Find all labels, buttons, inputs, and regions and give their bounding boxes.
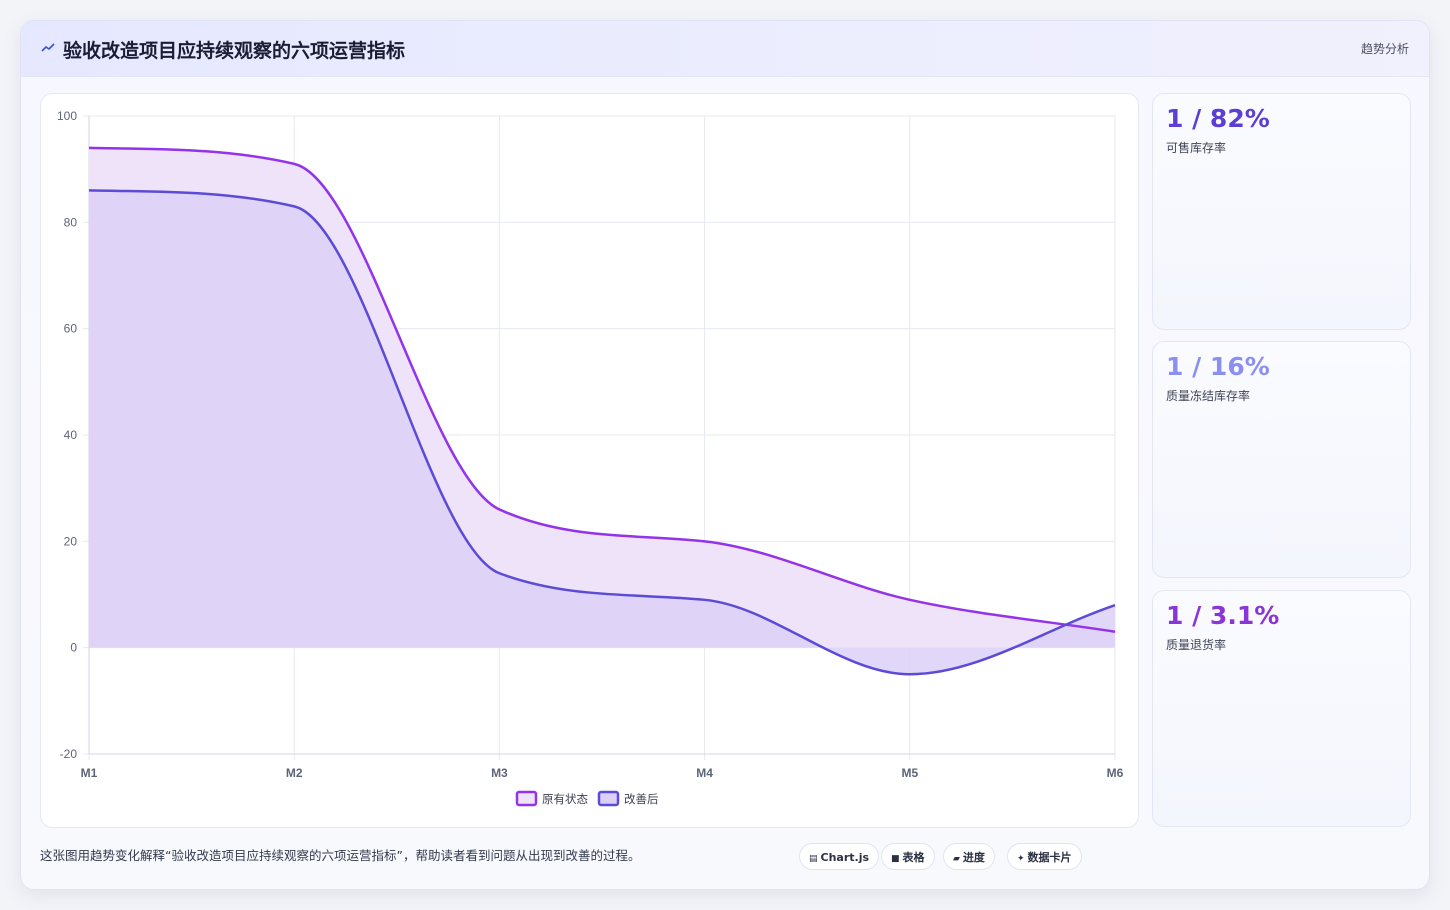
- x-tick-label: M6: [1107, 766, 1124, 780]
- y-tick-label: 0: [70, 641, 77, 655]
- y-axis-ticks: -20 0 20 40 60 80 100: [57, 109, 77, 761]
- x-tick-label: M3: [491, 766, 508, 780]
- pill-label: Chart.js: [820, 851, 870, 864]
- trend-analysis-tag: 趋势分析: [1360, 42, 1409, 56]
- progress-pill[interactable]: ▰ 进度: [943, 843, 995, 870]
- table-pill[interactable]: ■ 表格: [881, 843, 935, 870]
- x-tick-label: M2: [286, 766, 303, 780]
- chart-areas: [89, 147, 1115, 675]
- legend-label: 改善后: [624, 792, 659, 806]
- chart-panel: -20 0 20 40 60 80 100 M1 M2 M3 M4 M5 M6 原有状态 改善后: [40, 93, 1139, 828]
- x-tick-label: M1: [81, 766, 98, 780]
- stat-label: 质量退货率: [1166, 638, 1227, 652]
- series-after-improvement-line: [88, 189, 1116, 676]
- legend-swatch: [515, 790, 538, 807]
- y-tick-label: 80: [64, 215, 78, 229]
- stat-label: 可售库存率: [1166, 141, 1227, 155]
- legend-swatch: [597, 790, 620, 807]
- dashboard-card: 验收改造项目应持续观察的六项运营指标 趋势分析 -20 0 20 40 60 80 100 …: [20, 20, 1430, 890]
- card-header: 验收改造项目应持续观察的六项运营指标 趋势分析: [21, 21, 1429, 77]
- page-title: 验收改造项目应持续观察的六项运营指标: [63, 40, 406, 62]
- y-tick-label: -20: [60, 747, 78, 761]
- y-tick-label: 60: [64, 322, 78, 336]
- x-axis-ticks: M1 M2 M3 M4 M5 M6: [81, 766, 1124, 780]
- chart-legend[interactable]: 原有状态 改善后: [515, 790, 659, 807]
- series-after-improvement-area: [89, 190, 1115, 675]
- table-icon: ■: [891, 854, 900, 864]
- data-card-pill[interactable]: ✦ 数据卡片: [1007, 843, 1082, 870]
- stat-label: 质量冻结库存率: [1166, 389, 1251, 403]
- y-tick-label: 20: [64, 534, 78, 548]
- chart-lines: [88, 146, 1116, 676]
- series-original-state-line: [88, 146, 1116, 633]
- chart-description: 这张图用趋势变化解释“验收改造项目应持续观察的六项运营指标”，帮助读者看到问题从…: [40, 848, 641, 863]
- stat-card-sellable-inventory: 1 / 82% 可售库存率: [1152, 93, 1411, 330]
- progress-icon: ▰: [953, 854, 960, 864]
- x-tick-label: M4: [696, 766, 713, 780]
- y-tick-label: 40: [64, 428, 78, 442]
- legend-label: 原有状态: [542, 792, 588, 806]
- stat-card-quality-frozen-inventory: 1 / 16% 质量冻结库存率: [1152, 341, 1411, 578]
- pill-label: 进度: [962, 851, 985, 864]
- trend-chart: -20 0 20 40 60 80 100 M1 M2 M3 M4 M5 M6 原有状态 改善后: [57, 109, 1124, 807]
- x-tick-label: M5: [901, 766, 918, 780]
- stat-value: 1 / 16%: [1166, 352, 1270, 381]
- y-tick-label: 100: [57, 109, 77, 123]
- stat-value: 1 / 3.1%: [1166, 601, 1280, 630]
- trend-line-icon: [41, 43, 55, 52]
- pill-label: 数据卡片: [1027, 851, 1072, 864]
- stat-value: 1 / 82%: [1166, 104, 1270, 133]
- pill-label: 表格: [902, 851, 925, 864]
- stat-card-quality-return: 1 / 3.1% 质量退货率: [1152, 590, 1411, 827]
- sparkle-icon: ✦: [1017, 854, 1025, 864]
- chartjs-pill[interactable]: ▤ Chart.js: [799, 843, 880, 870]
- chart-icon: ▤: [809, 854, 818, 864]
